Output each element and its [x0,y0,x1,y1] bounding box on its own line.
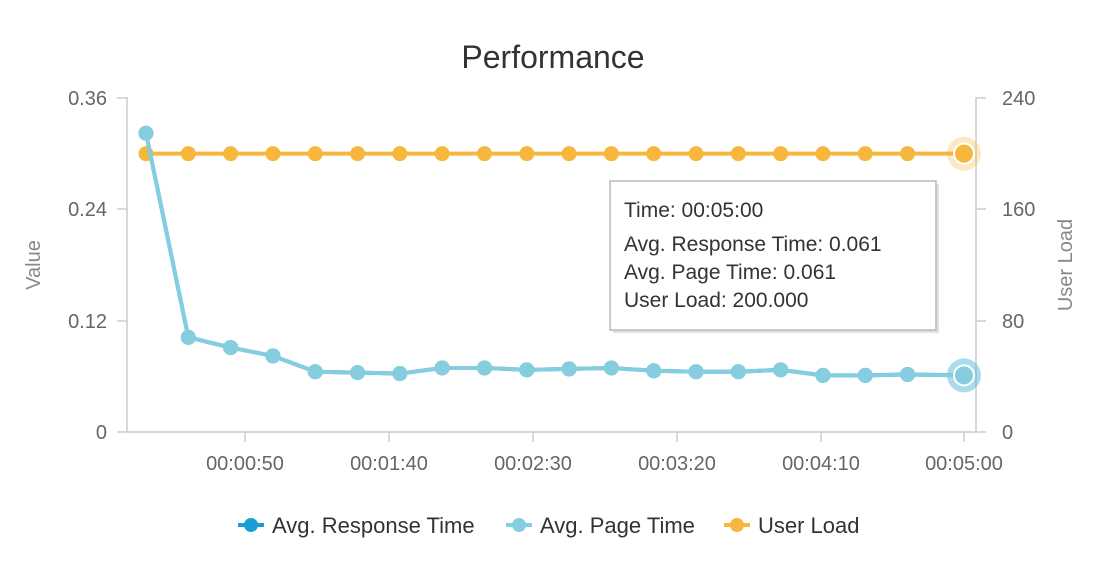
data-point[interactable] [603,146,619,162]
data-point[interactable] [603,360,619,376]
legend-marker [244,518,258,532]
data-point[interactable] [434,360,450,376]
data-point[interactable] [646,363,662,379]
data-point[interactable] [773,362,789,378]
data-point[interactable] [773,146,789,162]
data-point[interactable] [953,142,975,165]
tooltip-user-load: User Load: 200.000 [624,289,808,312]
data-point[interactable] [307,364,323,380]
data-point[interactable] [646,146,662,162]
data-point[interactable] [476,146,492,162]
data-point[interactable] [815,367,831,383]
data-point[interactable] [180,329,196,345]
x-tick-label: 00:04:10 [782,453,860,475]
x-tick-label: 00:00:50 [206,453,284,475]
legend-label: User Load [758,513,860,538]
x-tick-label: 00:01:40 [350,453,428,475]
data-point[interactable] [350,365,366,381]
y-tick-label: 0 [96,422,107,444]
tooltip: Time: 00:05:00 Avg. Response Time: 0.061… [609,180,939,333]
legend-label: Avg. Response Time [272,513,475,538]
data-point[interactable] [476,360,492,376]
y2-tick-label: 240 [1002,88,1035,110]
legend-label: Avg. Page Time [540,513,695,538]
y2-tick-label: 80 [1002,311,1024,333]
y2-ticks: 0 80 160 240 [976,88,1035,444]
data-point[interactable] [857,367,873,383]
legend-item-user-load[interactable]: User Load [724,513,860,538]
x-tick-label: 00:02:30 [494,453,572,475]
data-point[interactable] [688,146,704,162]
data-point[interactable] [350,146,366,162]
data-point[interactable] [953,364,975,387]
y2-tick-label: 160 [1002,199,1035,221]
y-axis-title: Value [23,240,45,290]
legend-marker [512,518,526,532]
legend-item-page-time[interactable]: Avg. Page Time [506,513,695,538]
series-layer [138,125,981,393]
data-point[interactable] [392,366,408,382]
data-point[interactable] [900,146,916,162]
data-point[interactable] [730,364,746,380]
data-point[interactable] [688,364,704,380]
legend-item-response-time[interactable]: Avg. Response Time [238,513,475,538]
y-ticks: 0 0.12 0.24 0.36 [68,88,127,444]
chart-title: Performance [461,39,644,75]
tooltip-time: Time: 00:05:00 [624,199,763,222]
y2-tick-label: 0 [1002,422,1013,444]
data-point[interactable] [900,366,916,382]
x-tick-label: 00:03:20 [638,453,716,475]
series-user-load [138,136,981,171]
series-avg-page-time [138,125,981,393]
data-point[interactable] [815,146,831,162]
legend: Avg. Response Time Avg. Page Time User L… [238,513,860,538]
y2-axis-title: User Load [1055,219,1077,311]
y-tick-label: 0.12 [68,311,107,333]
data-point[interactable] [561,146,577,162]
data-point[interactable] [223,146,239,162]
data-point[interactable] [561,361,577,377]
data-point[interactable] [519,146,535,162]
data-point[interactable] [857,146,873,162]
x-tick-label: 00:05:00 [925,453,1003,475]
data-point[interactable] [265,348,281,364]
data-point[interactable] [138,125,154,141]
data-point[interactable] [223,340,239,356]
tooltip-page-time: Avg. Page Time: 0.061 [624,261,836,284]
data-point[interactable] [519,362,535,378]
tooltip-response-time: Avg. Response Time: 0.061 [624,233,882,256]
data-point[interactable] [434,146,450,162]
data-point[interactable] [392,146,408,162]
x-ticks: 00:00:50 00:01:40 00:02:30 00:03:20 00:0… [206,432,1003,475]
y-tick-label: 0.36 [68,88,107,110]
data-point[interactable] [265,146,281,162]
data-point[interactable] [730,146,746,162]
y-tick-label: 0.24 [68,199,107,221]
tooltip-box [609,180,937,331]
data-point[interactable] [180,146,196,162]
data-point[interactable] [307,146,323,162]
legend-marker [730,518,744,532]
